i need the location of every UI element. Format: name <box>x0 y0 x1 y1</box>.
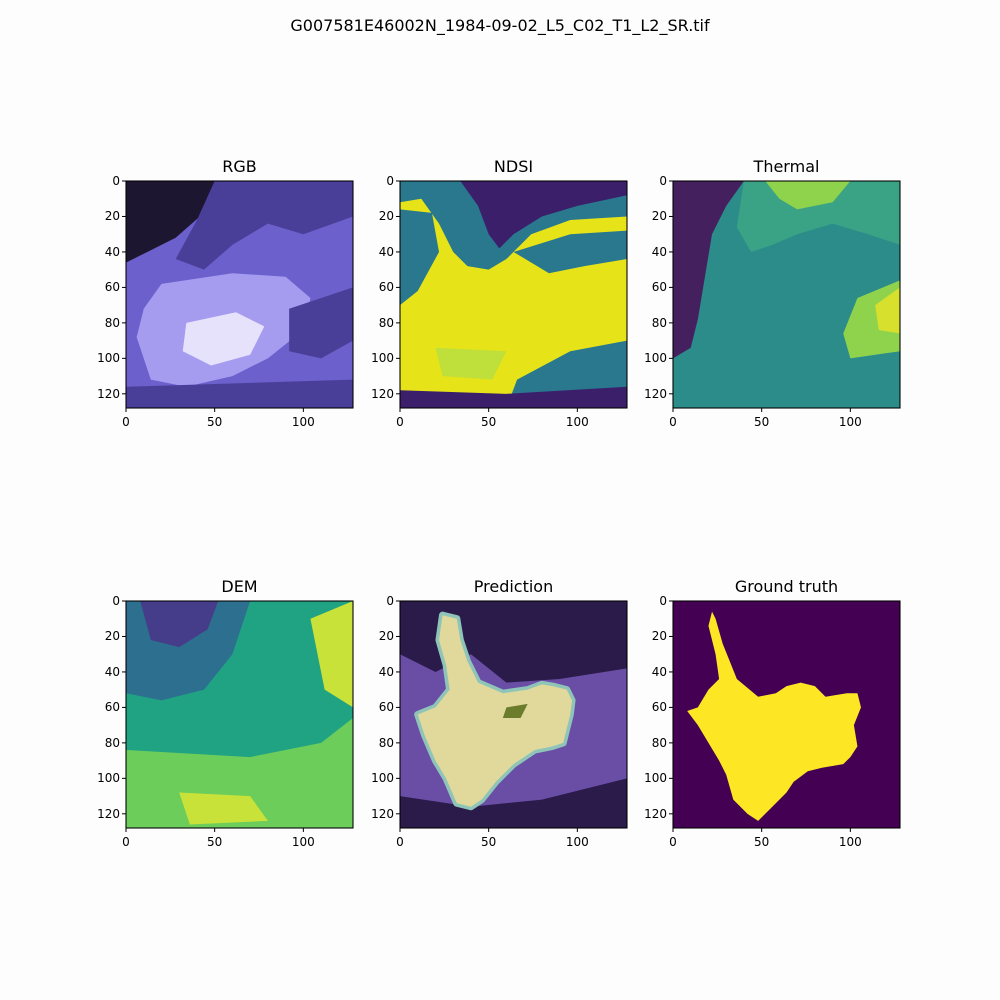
dem-panel-title: DEM <box>221 577 258 596</box>
ndsi-panel-title: NDSI <box>493 157 534 176</box>
thermal-ytick-label-20: 20 <box>651 209 667 224</box>
ndsi-ytick-label-100: 100 <box>371 351 394 366</box>
thermal-xtick-label-100: 100 <box>838 415 862 429</box>
thermal-ytick-label-40: 40 <box>651 244 667 259</box>
dem-ytick-label-120: 120 <box>97 806 120 821</box>
thermal-ytick-label-100: 100 <box>644 351 667 366</box>
ndsi-image <box>400 181 627 408</box>
dem-xtick-label-50: 50 <box>207 835 223 849</box>
dem-ytick-label-0: 0 <box>112 594 120 608</box>
prediction-ytick-label-60: 60 <box>378 700 394 715</box>
rgb-ytick-label-60: 60 <box>104 280 120 295</box>
ground-truth-ytick-label-40: 40 <box>651 664 667 679</box>
rgb-ytick-label-120: 120 <box>97 386 120 401</box>
ndsi-xtick-label-50: 50 <box>481 415 497 429</box>
prediction-panel-title: Prediction <box>473 577 554 596</box>
ndsi-xtick-label-100: 100 <box>565 415 589 429</box>
dem-ytick-label-20: 20 <box>104 629 120 644</box>
ground-truth-image <box>673 601 900 828</box>
ndsi-ytick-label-0: 0 <box>386 174 394 188</box>
prediction-ytick-label-120: 120 <box>371 806 394 821</box>
figure-title: G007581E46002N_1984-09-02_L5_C02_T1_L2_S… <box>290 16 710 35</box>
prediction-ytick-label-100: 100 <box>371 771 394 786</box>
ground-truth-ytick-label-100: 100 <box>644 771 667 786</box>
ndsi-ytick-label-60: 60 <box>378 280 394 295</box>
dem-image <box>126 601 353 828</box>
ground-truth-xtick-label-0: 0 <box>669 835 677 849</box>
prediction-xtick-label-0: 0 <box>396 835 404 849</box>
ndsi-ytick-label-80: 80 <box>378 315 394 330</box>
prediction-panel <box>399 600 628 829</box>
prediction-ytick-label-40: 40 <box>378 664 394 679</box>
dem-ytick-label-100: 100 <box>97 771 120 786</box>
rgb-image <box>126 181 353 408</box>
ndsi-frame <box>399 180 628 409</box>
prediction-xtick-label-50: 50 <box>481 835 497 849</box>
thermal-image <box>673 181 900 408</box>
thermal-ytick-label-0: 0 <box>659 174 667 188</box>
dem-xtick-label-100: 100 <box>291 835 315 849</box>
thermal-xtick-label-0: 0 <box>669 415 677 429</box>
ground-truth-panel-title: Ground truth <box>734 577 839 596</box>
thermal-ytick-label-80: 80 <box>651 315 667 330</box>
thermal-panel-title: Thermal <box>753 157 820 176</box>
ground-truth-ytick-label-120: 120 <box>644 806 667 821</box>
rgb-xtick-label-50: 50 <box>207 415 223 429</box>
rgb-ytick-label-80: 80 <box>104 315 120 330</box>
prediction-ytick-label-80: 80 <box>378 735 394 750</box>
dem-frame <box>125 600 354 829</box>
rgb-xtick-label-0: 0 <box>122 415 130 429</box>
dem-ytick-label-60: 60 <box>104 700 120 715</box>
prediction-ytick-label-0: 0 <box>386 594 394 608</box>
rgb-ytick-label-20: 20 <box>104 209 120 224</box>
rgb-ytick-label-40: 40 <box>104 244 120 259</box>
rgb-ytick-label-0: 0 <box>112 174 120 188</box>
ground-truth-xtick-label-100: 100 <box>838 835 862 849</box>
thermal-xtick-label-50: 50 <box>754 415 770 429</box>
prediction-xtick-label-100: 100 <box>565 835 589 849</box>
dem-xtick-label-0: 0 <box>122 835 130 849</box>
rgb-ytick-label-100: 100 <box>97 351 120 366</box>
ndsi-ytick-label-40: 40 <box>378 244 394 259</box>
rgb-frame <box>125 180 354 409</box>
thermal-ytick-label-120: 120 <box>644 386 667 401</box>
dem-ytick-label-80: 80 <box>104 735 120 750</box>
thermal-frame <box>672 180 901 409</box>
ground-truth-ytick-label-80: 80 <box>651 735 667 750</box>
ground-truth-xtick-label-50: 50 <box>754 835 770 849</box>
rgb-panel <box>125 180 354 409</box>
ndsi-ytick-label-120: 120 <box>371 386 394 401</box>
prediction-frame <box>399 600 628 829</box>
ndsi-xtick-label-0: 0 <box>396 415 404 429</box>
ndsi-panel <box>399 180 628 409</box>
thermal-panel <box>672 180 901 409</box>
prediction-ytick-label-20: 20 <box>378 629 394 644</box>
dem-ytick-label-40: 40 <box>104 664 120 679</box>
thermal-ytick-label-60: 60 <box>651 280 667 295</box>
ground-truth-ytick-label-0: 0 <box>659 594 667 608</box>
rgb-panel-title: RGB <box>222 157 257 176</box>
ground-truth-ytick-label-20: 20 <box>651 629 667 644</box>
ndsi-ytick-label-20: 20 <box>378 209 394 224</box>
prediction-image <box>400 601 627 828</box>
dem-panel <box>125 600 354 829</box>
ground-truth-ytick-label-60: 60 <box>651 700 667 715</box>
ground-truth-frame <box>672 600 901 829</box>
rgb-xtick-label-100: 100 <box>291 415 315 429</box>
ground-truth-panel <box>672 600 901 829</box>
